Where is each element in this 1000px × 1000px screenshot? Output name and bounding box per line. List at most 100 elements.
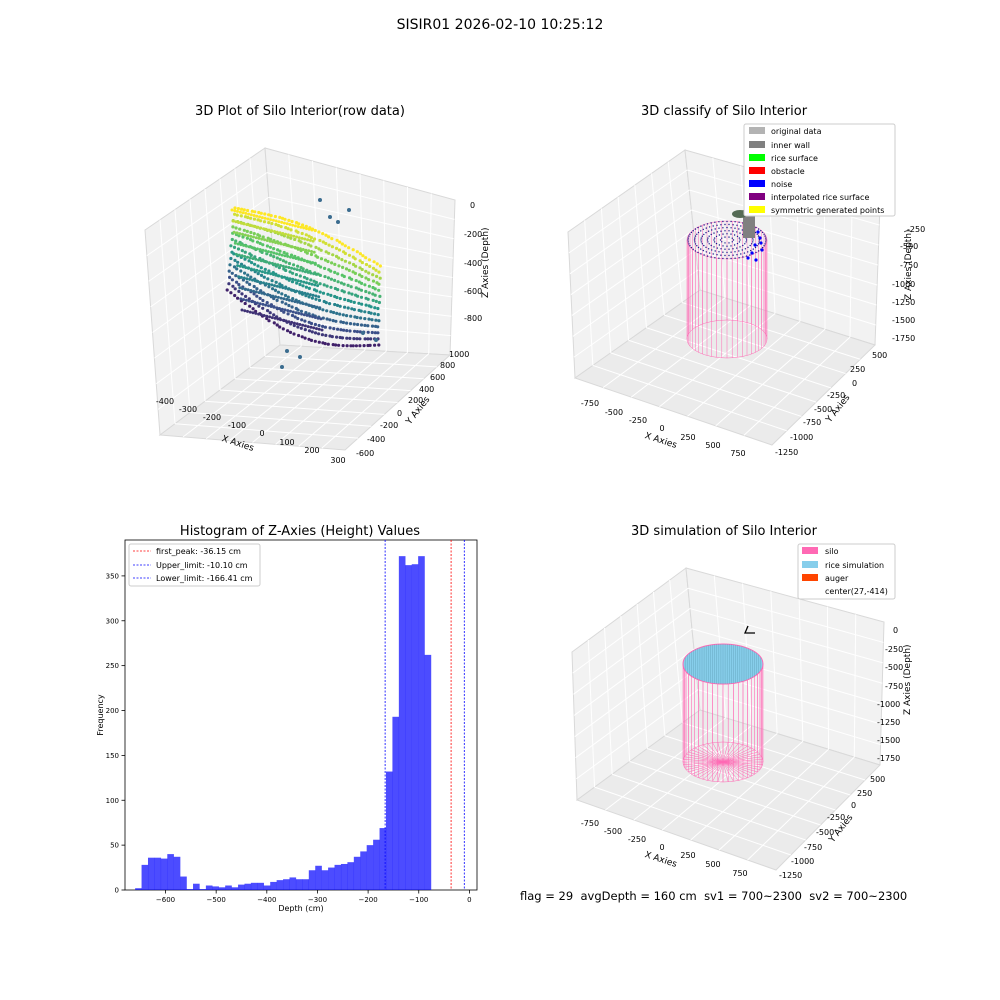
raw-data-point [304,302,308,306]
raw-data-point [270,229,274,233]
simulation-z-tick: -750 [885,682,903,691]
raw-data-point [343,244,347,248]
raw-data-point [283,217,287,221]
raw-data-point [323,342,327,346]
raw-data-point [345,344,349,348]
raw-data-point [354,286,358,290]
raw-data-point [271,273,275,276]
raw-data-point [260,237,264,241]
raw-data-point [291,297,295,301]
gridline [610,352,802,417]
classify-x-tick: 500 [705,441,720,450]
rice-surface-point [734,227,736,229]
gridline [629,760,821,826]
raw-data-point [261,306,265,310]
raw-data-point [292,321,296,325]
raw-data-point [371,292,375,296]
raw-data-point [255,214,259,218]
raw-z-axis-label: Z Axies (Depth) [481,227,491,298]
raw-data-point [300,291,304,294]
rice-surface-point [722,220,724,223]
raw-data-point [371,298,375,302]
rice-surface-point [703,233,705,236]
histogram-bar [225,885,232,890]
rice-surface-point [728,254,730,257]
raw-data-point [276,223,281,228]
raw-data-point [364,262,369,267]
raw-data-point [309,338,314,342]
raw-data-point [360,267,364,272]
histogram-bar [373,839,380,890]
rice-surface-point [732,248,734,250]
gridline [849,197,853,338]
raw-data-point [261,298,265,303]
rice-surface-point [705,251,707,253]
silo-floor-spoke [698,745,724,763]
raw-data-point [321,240,325,244]
raw-data-point [370,324,375,328]
raw-data-point [317,247,321,251]
raw-data-point [349,314,353,318]
raw-data-point [272,321,276,325]
raw-data-point [280,300,284,304]
rice-surface-point [730,227,732,229]
raw-data-point [273,230,276,233]
raw-data-point [373,343,377,347]
y-tick-label: 0 [115,887,119,895]
raw-data-point [248,282,252,286]
gridline [633,725,752,821]
raw-data-point [317,340,321,344]
raw-data-point [289,234,293,238]
raw-data-point [293,315,297,319]
rice-surface-point [733,244,736,246]
raw-data-point [333,302,337,307]
histogram-bar [173,856,181,890]
raw-x-tick: -200 [203,413,221,422]
raw-data-point [373,306,377,310]
raw-data-point [236,242,240,246]
raw-data-point [231,225,235,229]
raw-data-point [292,332,296,336]
raw-data-point [314,294,318,298]
raw-data-point [283,308,287,312]
gridline [249,158,266,357]
noise-point [758,236,762,240]
raw-data-point [339,328,343,332]
rice-surface-point [707,248,710,250]
rice-surface-point [730,233,732,235]
raw-data-point [281,318,285,322]
raw-data-point [242,208,246,212]
simulation-y-tick: 500 [870,775,885,784]
raw-data-point [298,323,302,326]
gridline [428,193,432,354]
rice-surface-point [690,246,693,249]
raw-data-point [298,247,302,251]
simulation-plot-title: 3D simulation of Silo Interior [631,524,817,539]
silo-floor-spoke [707,761,724,781]
raw-data-point [327,251,331,255]
raw-data-point [364,289,368,294]
simulation-z-tick: -250 [885,645,903,654]
gridline [594,786,792,856]
raw-data-point [305,259,309,263]
rice-surface-point [697,246,700,249]
raw-data-point [362,344,366,348]
gridline [646,327,832,389]
raw-z-tick: -200 [464,230,482,239]
raw-data-point [237,283,241,287]
gridline [274,270,452,298]
raw-data-point [279,296,283,300]
raw-data-point [263,271,267,274]
rice-surface-point [726,251,728,254]
gridline [636,603,648,749]
raw-data-point [288,277,292,281]
x-tick-label: −200 [358,896,377,904]
raw-data-point [289,236,293,240]
rice-surface-point [744,248,747,250]
raw-data-point [309,244,313,248]
raw-data-point [244,294,248,298]
raw-data-point [307,282,311,285]
raw-data-point [257,258,260,262]
noise-point [759,241,763,245]
raw-data-point [258,234,262,238]
